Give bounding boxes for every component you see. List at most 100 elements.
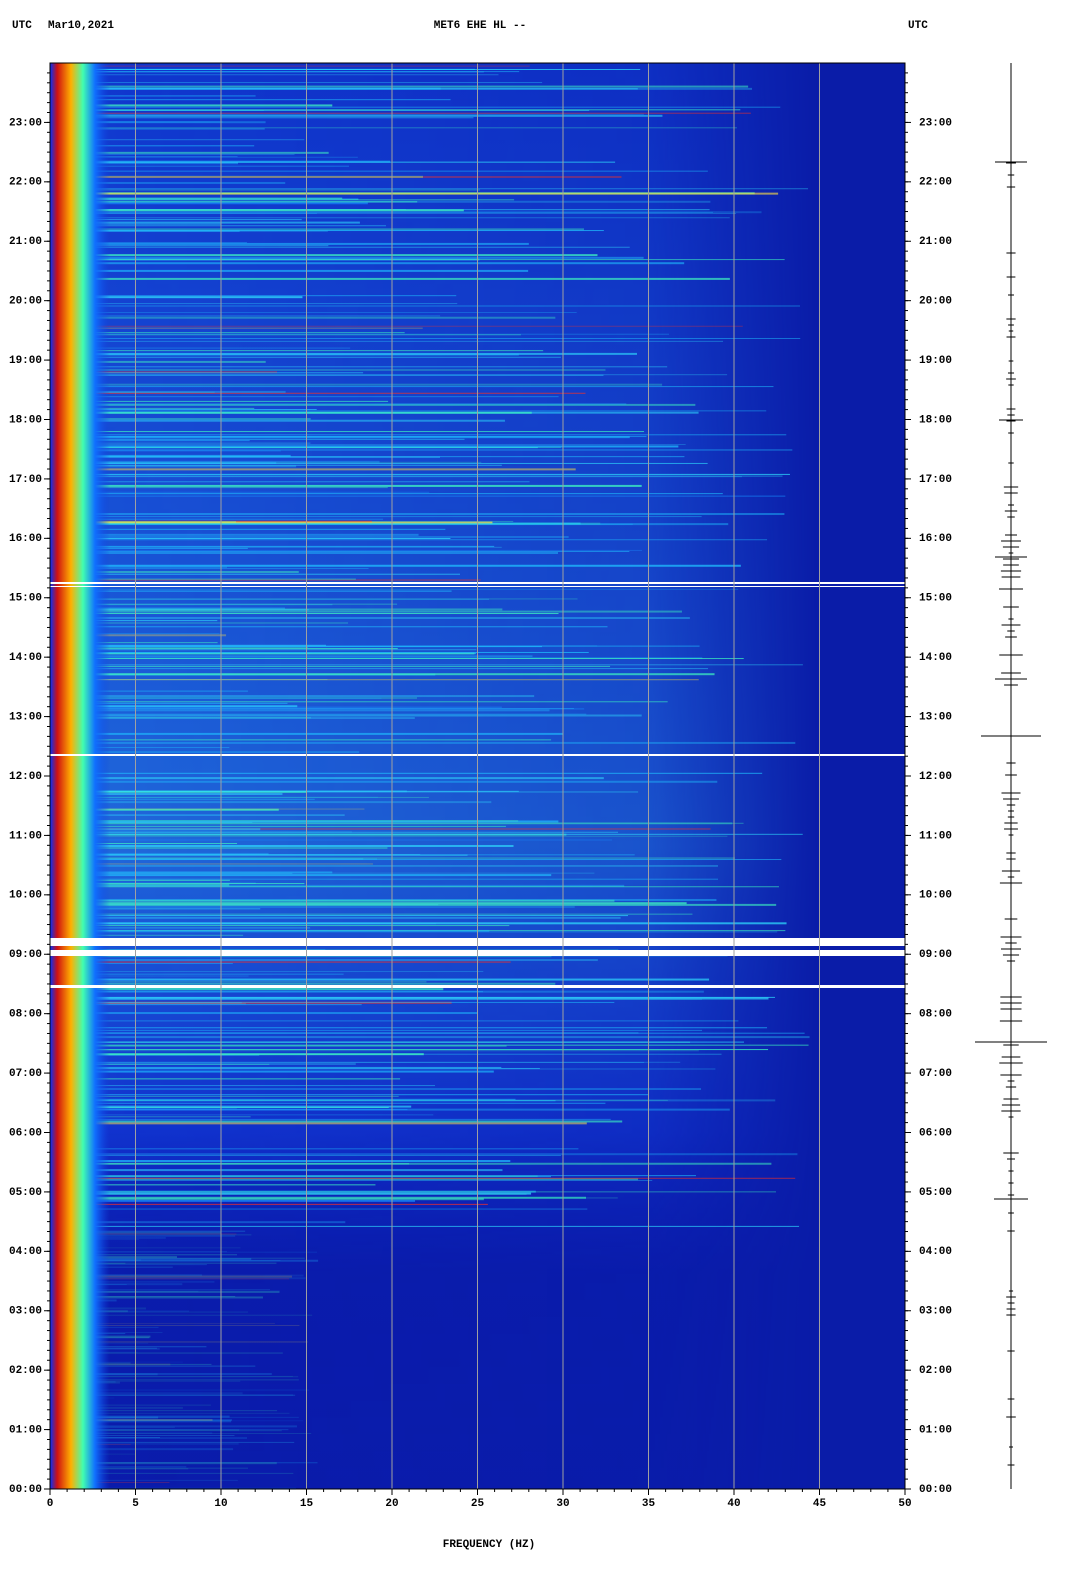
streak [60, 396, 559, 398]
y-tick-label: 16:00 [9, 533, 42, 545]
streak [60, 523, 729, 526]
streak [60, 1178, 639, 1181]
streak [60, 839, 613, 841]
streak [60, 113, 644, 115]
streak [60, 219, 302, 221]
streak [60, 1379, 299, 1381]
streak [60, 1291, 280, 1294]
y-tick-label: 23:00 [9, 117, 42, 129]
y-tick-label: 18:00 [919, 414, 952, 426]
streak [60, 1425, 297, 1428]
streak [60, 828, 261, 831]
streak [60, 1169, 503, 1172]
streak [60, 917, 621, 919]
streak [60, 99, 451, 101]
streak [60, 1061, 681, 1063]
streak [60, 644, 327, 646]
streak [60, 539, 768, 541]
streak [60, 1066, 502, 1068]
streak [60, 259, 785, 261]
streak [60, 162, 238, 165]
y-tick-label: 22:00 [9, 177, 42, 189]
streak [60, 1466, 187, 1468]
streak [60, 1296, 236, 1298]
streak [60, 1431, 213, 1434]
streak [60, 1266, 173, 1268]
streak [60, 454, 291, 457]
streak [60, 254, 598, 257]
streak [60, 1153, 798, 1156]
streak [60, 1234, 252, 1236]
streak [60, 852, 269, 855]
streak [60, 1175, 696, 1177]
streak [60, 617, 690, 620]
streak [60, 1225, 800, 1227]
y-tick-label: 13:00 [919, 711, 952, 723]
streak [60, 879, 230, 881]
y-tick-label: 05:00 [9, 1187, 42, 1199]
streak [60, 1442, 239, 1445]
streak [60, 442, 311, 444]
x-axis-label: FREQUENCY (HZ) [443, 1539, 535, 1551]
streak [60, 374, 604, 376]
streak [60, 831, 619, 833]
y-tick-label: 12:00 [919, 771, 952, 783]
streak [60, 303, 458, 305]
x-tick-label: 10 [214, 1498, 227, 1510]
timezone-left: UTC [12, 20, 32, 32]
streak [60, 988, 444, 991]
streak [60, 772, 763, 774]
chart-title: MET6 EHE HL -- [434, 20, 526, 32]
streak [60, 1237, 166, 1239]
y-tick-label: 13:00 [9, 711, 42, 723]
streak [60, 550, 630, 552]
streak [60, 747, 230, 749]
streak [60, 315, 441, 317]
y-tick-label: 15:00 [9, 593, 42, 605]
streak [60, 145, 255, 147]
streak [60, 1290, 199, 1292]
streak [60, 516, 702, 518]
y-tick-label: 07:00 [9, 1068, 42, 1080]
streak [60, 165, 350, 167]
streak [60, 1175, 538, 1177]
streak [60, 1155, 561, 1157]
streak [60, 1050, 699, 1052]
streak [60, 487, 388, 489]
streak [60, 1116, 251, 1118]
streak [60, 990, 704, 993]
streak [60, 1468, 189, 1470]
streak [60, 1163, 410, 1165]
streak [60, 1406, 183, 1409]
streak [60, 461, 277, 464]
streak [60, 445, 679, 448]
y-tick-label: 11:00 [9, 830, 42, 842]
streak [60, 927, 311, 929]
streak [60, 991, 484, 993]
streak [60, 1102, 606, 1104]
streak [60, 245, 329, 247]
streak [60, 714, 642, 717]
streak [60, 1196, 587, 1199]
streak [60, 1410, 278, 1412]
streak [60, 1437, 248, 1440]
streak [60, 751, 360, 753]
streak [60, 1441, 295, 1443]
y-tick-label: 09:00 [9, 949, 42, 961]
streak [60, 820, 559, 823]
streak [60, 1296, 263, 1299]
streak [60, 1365, 256, 1367]
streak [60, 822, 733, 825]
streak [60, 717, 415, 719]
streak [60, 536, 569, 538]
streak [60, 1419, 232, 1422]
streak [60, 546, 502, 548]
streak [60, 808, 279, 811]
y-tick-label: 00:00 [919, 1484, 952, 1496]
streak [60, 217, 730, 219]
streak [60, 230, 328, 232]
streak [60, 906, 575, 908]
y-tick-label: 22:00 [919, 177, 952, 189]
streak [60, 400, 389, 402]
y-tick-label: 20:00 [9, 296, 42, 308]
